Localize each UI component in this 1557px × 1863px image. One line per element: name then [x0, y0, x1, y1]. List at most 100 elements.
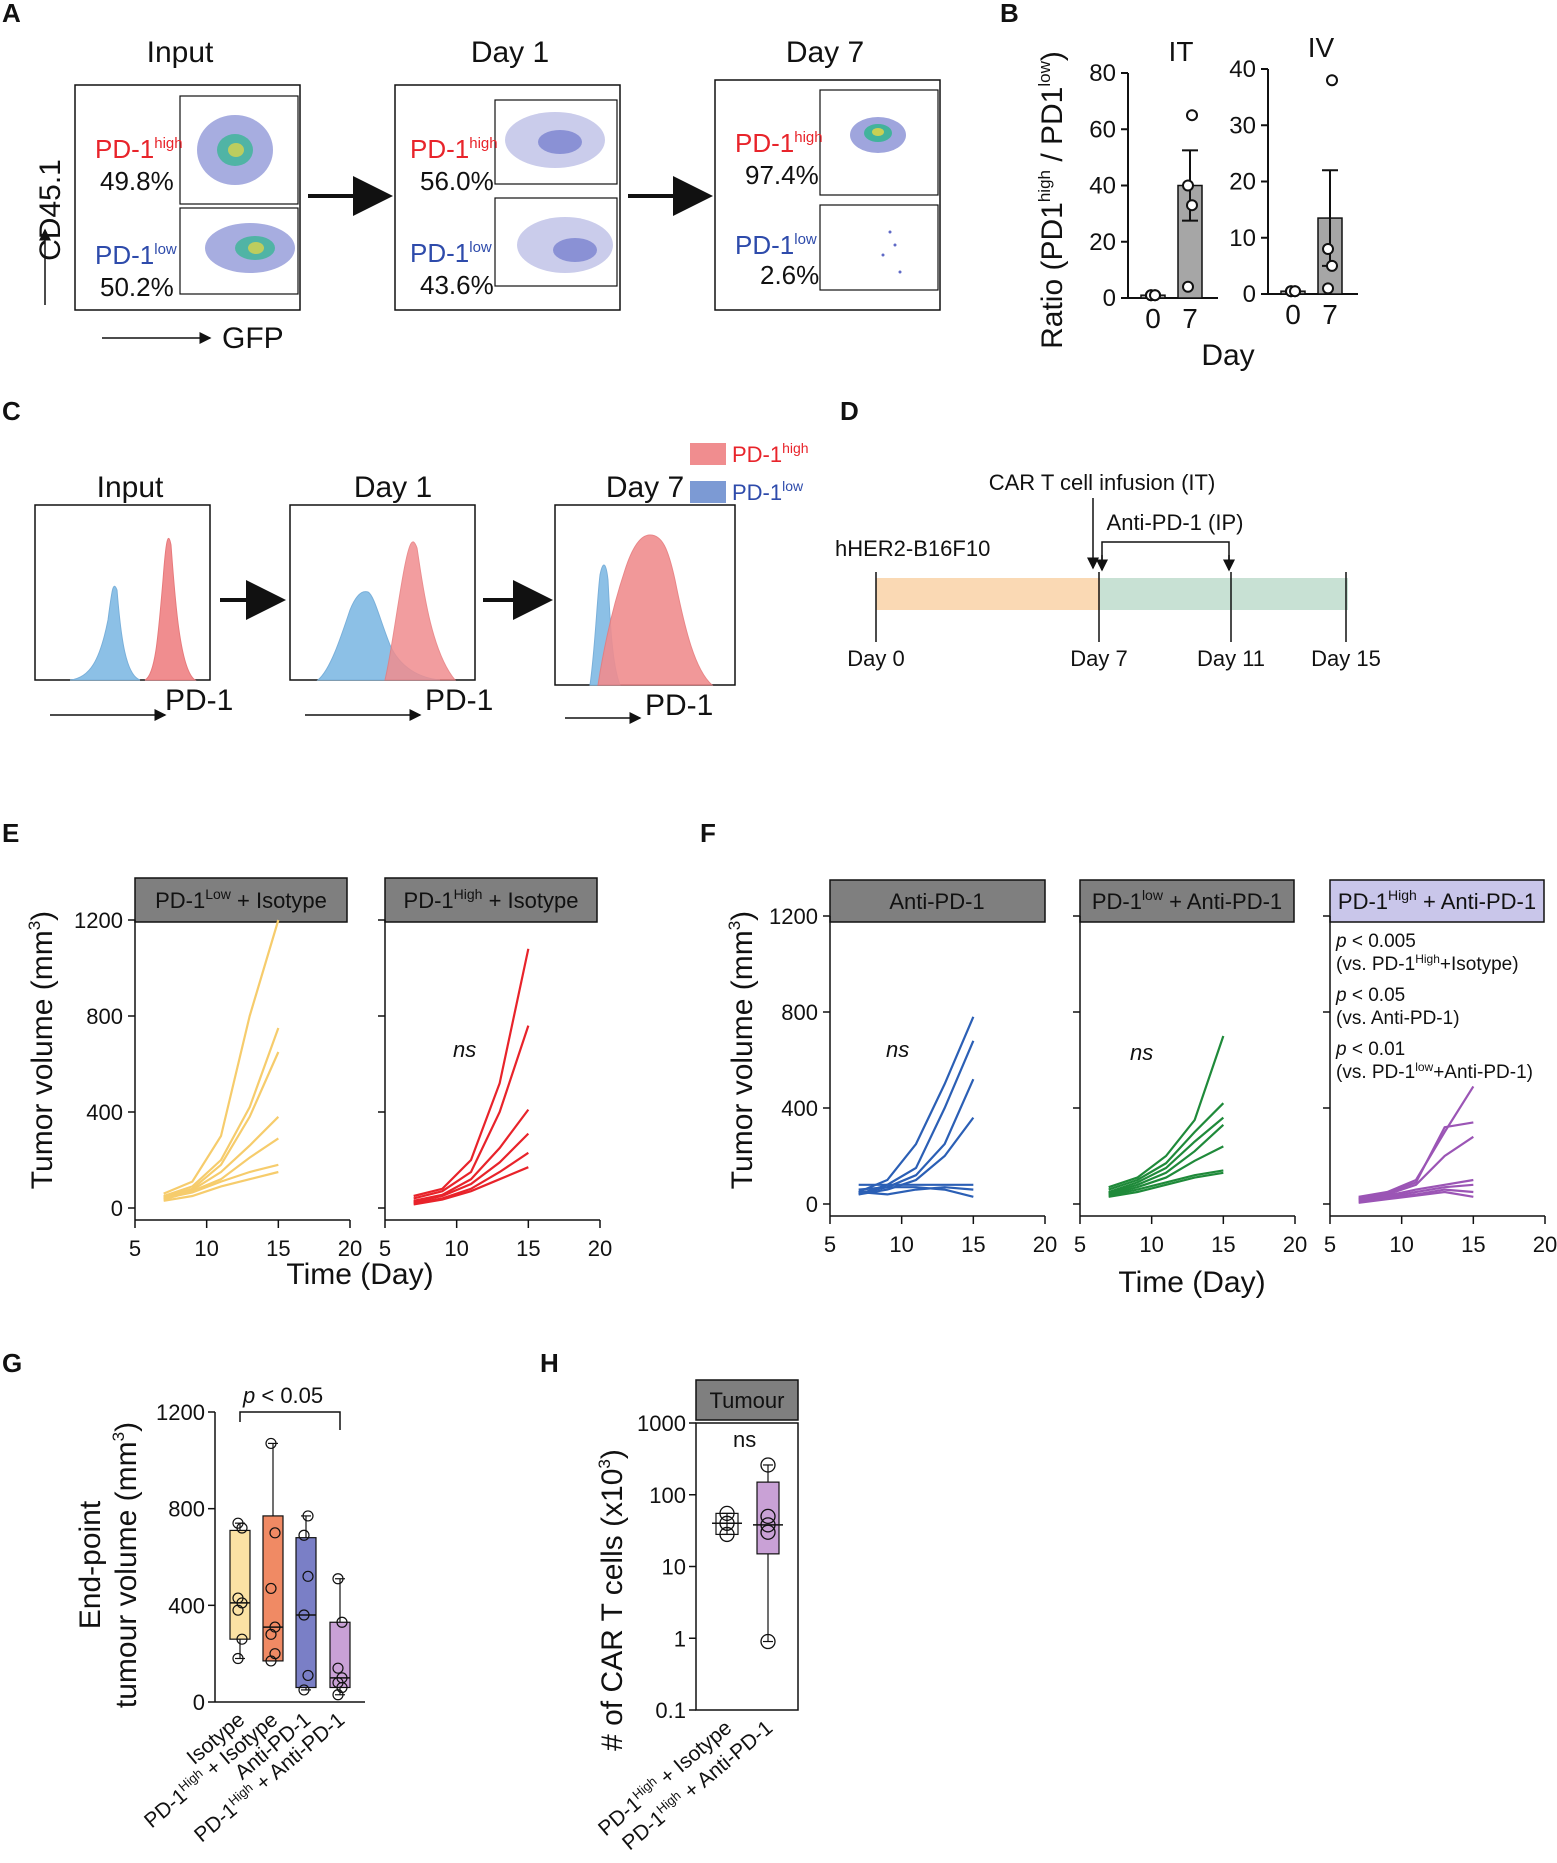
d-phase-treatment [1100, 578, 1348, 610]
c-hist-day7: Day 7 PD-1 [554, 471, 736, 724]
c-title-day7: Day 7 [606, 471, 684, 504]
panel-d: D CAR T cell infusion (IT) Anti-PD-1 (IP… [835, 396, 1381, 671]
h-ns-label: ns [733, 1427, 756, 1452]
line-series [1358, 1183, 1474, 1202]
g-pvalue: p < 0.05 [242, 1383, 323, 1408]
line-series [413, 1132, 530, 1204]
b-point [1149, 289, 1161, 302]
line-series [413, 1166, 529, 1206]
panel-d-letter: D [840, 396, 859, 426]
g-box [262, 1515, 284, 1662]
e-header-2 [384, 877, 598, 923]
f-stats: p < 0.005 (vs. PD-1High+Isotype) p < 0.0… [1335, 931, 1533, 1083]
g-point [332, 1573, 344, 1585]
c-title-input: Input [97, 471, 164, 504]
panel-h-letter: H [540, 1348, 559, 1378]
g-point [265, 1582, 277, 1595]
line-y-tick-label: 400 [781, 1096, 818, 1121]
line-y-tick-label: 400 [86, 1100, 123, 1125]
b-point [1326, 259, 1338, 272]
g-point [232, 1517, 244, 1529]
g-point [336, 1616, 348, 1628]
f-header-3 [1329, 879, 1545, 923]
e-header-1-text: PD-1Low + Isotype [155, 886, 327, 913]
b-point [1326, 74, 1338, 87]
h-y-tick-label: 100 [649, 1483, 686, 1508]
b-bar [1177, 184, 1203, 299]
line-x-tick-label: 10 [444, 1236, 468, 1261]
c-legend-low-swatch [690, 481, 726, 503]
line-x-tick-label: 20 [338, 1236, 362, 1261]
h-point [760, 1517, 776, 1533]
a-title-input: Input [147, 36, 214, 69]
c-legend-low: PD-1low [732, 478, 804, 505]
panel-a-letter: A [2, 0, 21, 28]
e-ns-label: ns [453, 1037, 476, 1062]
g-point [302, 1570, 314, 1582]
f-header-2 [1079, 879, 1295, 923]
f-y-axis-label: Tumor volume (mm3) [725, 911, 759, 1189]
line-series [858, 1186, 974, 1196]
line-x-tick-label: 5 [129, 1236, 141, 1261]
line-series [1108, 1145, 1224, 1196]
g-y-tick-label: 1200 [156, 1400, 205, 1425]
f-x-axis-label: Time (Day) [1118, 1266, 1265, 1299]
line-series [1358, 1085, 1475, 1198]
line-series [163, 1163, 279, 1200]
h-y-tick-label: 0.1 [655, 1698, 686, 1723]
d-anti-label: Anti-PD-1 (IP) [1107, 510, 1244, 535]
a-x-axis-label: GFP [222, 322, 284, 355]
b-point [1186, 109, 1198, 122]
e-x-axis-label: Time (Day) [286, 1258, 433, 1291]
d-phase-tumor [876, 578, 1100, 610]
h-point [760, 1633, 776, 1650]
b-x-axis-label: Day [1201, 339, 1254, 372]
g-y-tick-label: 800 [168, 1497, 205, 1522]
a-low-pct-1: 50.2% [100, 272, 174, 302]
f-header-1 [829, 879, 1046, 923]
b-y-tick-label: 0 [1243, 281, 1256, 308]
line-series [858, 1078, 975, 1195]
b-y-tick-label: 10 [1229, 225, 1256, 252]
c-legend-high: PD-1high [732, 440, 809, 467]
line-series [413, 948, 530, 1198]
line-x-tick-label: 10 [1139, 1232, 1163, 1257]
c-legend-high-swatch [690, 443, 726, 465]
a-low-label-1: PD-1low [95, 240, 177, 270]
c-hist-high-2 [384, 541, 457, 681]
line-x-tick-label: 5 [1324, 1232, 1336, 1257]
line-x-tick-label: 5 [379, 1236, 391, 1261]
f-header-1-text: Anti-PD-1 [889, 889, 984, 914]
line-y-tick-label: 0 [111, 1196, 123, 1221]
line-series [413, 1025, 530, 1200]
b-point [1322, 243, 1334, 255]
line-series [858, 1186, 974, 1198]
panel-f-letter: F [700, 818, 716, 848]
b-y-tick-label: 60 [1089, 116, 1116, 143]
b-y-tick-label: 80 [1089, 60, 1116, 87]
g-point [269, 1527, 281, 1539]
b-x-tick-label: 7 [1182, 303, 1198, 334]
b-y-tick-label: 40 [1089, 173, 1116, 200]
line-series [1108, 1123, 1225, 1195]
g-point [302, 1510, 314, 1522]
line-series [413, 1108, 530, 1202]
c-x-axis-label-1: PD-1 [165, 684, 233, 717]
h-header-text: Tumour [710, 1388, 785, 1413]
e-header-2-text: PD-1High + Isotype [404, 886, 579, 913]
h-y-tick-label: 1000 [637, 1411, 686, 1436]
panel-c-letter: C [2, 396, 21, 426]
a-plot-input: Input PD-1high 49.8% PD-1low 50.2% [74, 36, 301, 311]
line-series [413, 1151, 529, 1205]
line-series [163, 1116, 280, 1200]
f-ns-label-1: ns [886, 1037, 909, 1062]
h-y-axis-label: # of CAR T cells (x103) [595, 1449, 629, 1751]
panel-h: H # of CAR T cells (x103) Tumour ns 0.1 1… [540, 1348, 799, 1855]
panel-f: F Tumor volume (mm3) Anti-PD-1 PD-1low +… [700, 818, 1557, 1299]
f-ns-label-2: ns [1130, 1040, 1153, 1065]
panel-g-letter: G [2, 1348, 22, 1378]
a-high-pct-1: 49.8% [100, 166, 174, 196]
f-stat-2: p < 0.05 [1335, 985, 1405, 1006]
b-y-axis-label: Ratio (PD1high / PD1low) [1035, 51, 1069, 349]
